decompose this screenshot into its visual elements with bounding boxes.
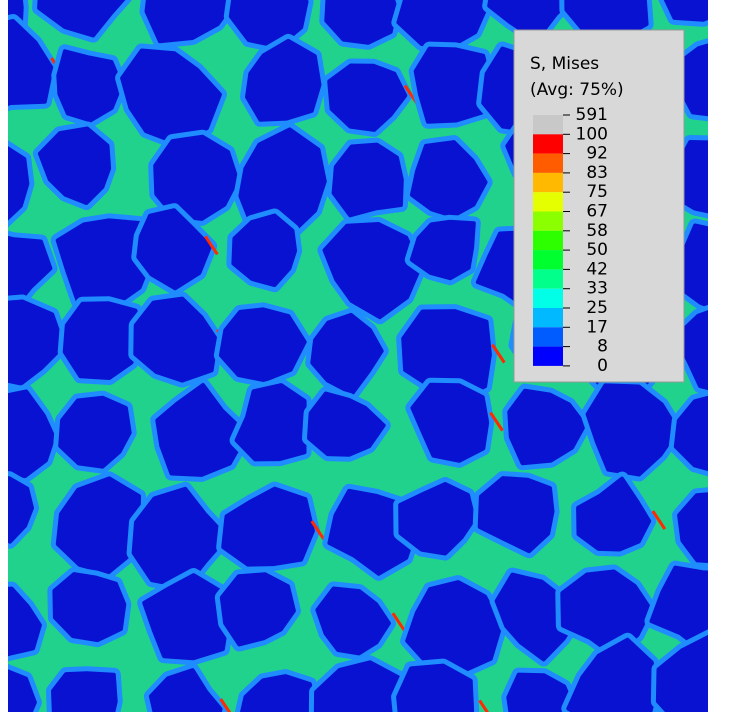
legend-swatch xyxy=(533,230,563,251)
legend: S, Mises (Avg: 75%) 59110092837567585042… xyxy=(513,29,685,383)
legend-label: 42 xyxy=(586,259,608,279)
grain xyxy=(655,634,708,712)
legend-swatch xyxy=(533,172,563,193)
legend-swatch xyxy=(533,346,563,366)
grain xyxy=(405,580,503,675)
grain xyxy=(55,218,154,310)
grain xyxy=(144,0,238,44)
grain xyxy=(8,389,56,479)
grain xyxy=(8,586,42,657)
grain xyxy=(58,395,132,469)
grain xyxy=(327,63,408,132)
grain xyxy=(322,222,423,320)
grain xyxy=(55,476,141,575)
stress-peak xyxy=(478,699,490,712)
grain xyxy=(576,476,652,552)
stress-peak xyxy=(310,520,325,540)
stress-peak xyxy=(219,698,232,712)
grain xyxy=(307,391,386,457)
legend-label: 58 xyxy=(586,221,608,241)
grain xyxy=(566,637,658,712)
legend-swatch xyxy=(533,211,563,231)
stress-peak xyxy=(204,235,219,256)
stress-peak xyxy=(491,343,506,364)
grain xyxy=(396,663,475,712)
stress-peak xyxy=(651,510,667,530)
grain xyxy=(487,0,573,42)
grain xyxy=(8,146,30,221)
grain xyxy=(409,219,476,281)
grain xyxy=(8,299,66,386)
stress-peak xyxy=(391,612,407,633)
legend-swatch xyxy=(533,115,563,135)
grain xyxy=(51,671,118,712)
grain xyxy=(409,140,488,218)
legend-label: 67 xyxy=(586,202,608,222)
grain xyxy=(413,46,492,124)
grain xyxy=(133,296,219,383)
grain xyxy=(677,492,708,563)
grain xyxy=(410,382,490,463)
grain xyxy=(331,142,404,218)
grain xyxy=(506,672,576,712)
grain xyxy=(310,312,384,396)
legend-swatch xyxy=(533,269,563,289)
grain xyxy=(234,383,307,462)
legend-swatch xyxy=(533,192,563,212)
grain xyxy=(239,674,316,712)
legend-label: 50 xyxy=(586,240,608,260)
grain xyxy=(507,388,587,466)
stress-peak xyxy=(489,411,504,432)
legend-label: 92 xyxy=(586,144,608,164)
grain xyxy=(315,586,391,656)
grain xyxy=(231,213,298,288)
grain xyxy=(8,476,34,544)
legend-label: 75 xyxy=(586,182,608,202)
grain xyxy=(324,0,398,45)
grain xyxy=(56,49,123,123)
legend-subtitle: (Avg: 75%) xyxy=(530,80,624,100)
grain xyxy=(37,0,126,38)
grain xyxy=(62,301,144,380)
legend-swatch xyxy=(533,288,563,308)
grain xyxy=(37,126,112,205)
grain xyxy=(398,482,476,556)
grain xyxy=(8,19,54,106)
legend-label: 8 xyxy=(597,337,608,357)
grain xyxy=(585,383,680,477)
legend-title: S, Mises xyxy=(530,54,599,74)
grain xyxy=(219,572,296,647)
grain xyxy=(673,395,708,472)
legend-label: 591 xyxy=(576,105,608,125)
grain xyxy=(153,134,240,221)
legend-label: 0 xyxy=(597,356,608,376)
grain xyxy=(142,573,230,661)
grain xyxy=(221,486,315,567)
legend-swatch xyxy=(533,308,563,328)
legend-label: 17 xyxy=(586,317,608,337)
grain xyxy=(238,127,327,237)
grain xyxy=(8,669,37,712)
grain xyxy=(396,0,489,49)
grain xyxy=(155,383,249,477)
legend-label: 83 xyxy=(586,163,608,183)
grain xyxy=(663,0,708,22)
grain xyxy=(136,208,213,291)
grain xyxy=(245,38,322,122)
grain xyxy=(313,660,415,712)
legend-swatch xyxy=(533,327,563,347)
legend-swatch xyxy=(533,250,563,270)
legend-swatch xyxy=(533,153,563,173)
grain xyxy=(52,572,127,643)
legend-label: 25 xyxy=(586,298,608,318)
legend-label: 100 xyxy=(576,124,608,144)
grain xyxy=(477,476,555,554)
grain xyxy=(649,565,708,655)
legend-swatch xyxy=(533,134,563,154)
grain xyxy=(148,668,223,712)
grain xyxy=(218,307,307,383)
legend-label: 33 xyxy=(586,279,608,299)
